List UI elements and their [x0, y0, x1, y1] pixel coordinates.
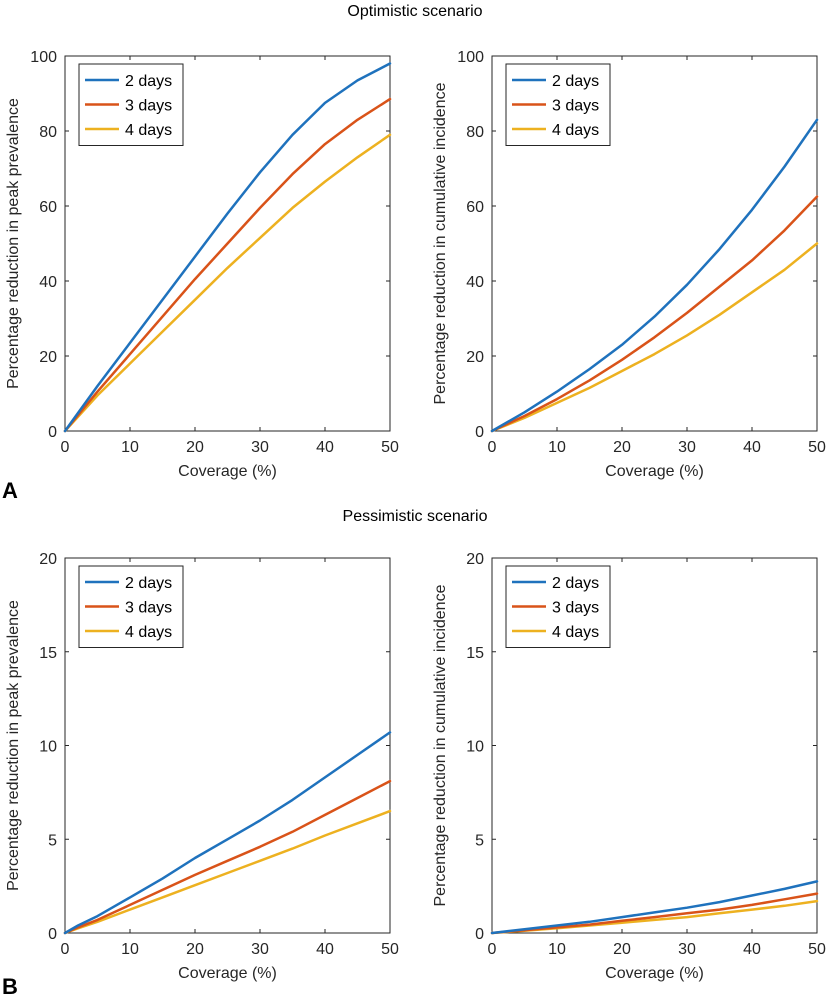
- y-axis-label: Percentage reduction in cumulative incid…: [432, 82, 449, 404]
- chart-3: 0 10 20 30 40 50 0 5 10 15 20 Coverage (%) Percentag…: [5, 551, 399, 982]
- legend: 2 days 3 days 4 days: [78, 63, 184, 146]
- legend-label-3-days: 3 days: [125, 600, 172, 617]
- bottom-scenario-title: Pessimistic scenario: [343, 508, 488, 525]
- y-tick-label: 20: [466, 349, 484, 366]
- top-scenario-title: Optimistic scenario: [347, 3, 482, 20]
- series-line-2-days: [490, 118, 819, 433]
- x-tick-label: 20: [186, 941, 204, 958]
- series-line-2-days: [63, 62, 392, 433]
- y-axis-label: Percentage reduction in peak prevalence: [5, 600, 22, 891]
- y-tick-label: 0: [475, 424, 484, 441]
- chart-4: 0 10 20 30 40 50 0 5 10 15 20 Coverage (%) Percentag…: [432, 551, 826, 982]
- panel-label-b: B: [2, 974, 18, 998]
- y-tick-label: 100: [457, 49, 484, 66]
- y-tick-label: 15: [39, 645, 57, 662]
- y-tick-label: 20: [39, 551, 57, 568]
- y-tick-label: 10: [466, 739, 484, 756]
- legend-label-4-days: 4 days: [125, 624, 172, 641]
- x-axis-label: Coverage (%): [605, 965, 704, 982]
- y-tick-label: 0: [48, 424, 57, 441]
- series-line-4-days: [63, 809, 392, 935]
- x-tick-label: 50: [381, 439, 399, 456]
- x-tick-label: 10: [548, 439, 566, 456]
- x-tick-label: 20: [613, 941, 631, 958]
- chart-2: 0 10 20 30 40 50 0 20 40 60 80 100 Coverage (%) Perce…: [432, 49, 826, 480]
- panel-label-a: A: [2, 478, 18, 503]
- y-tick-label: 40: [466, 274, 484, 291]
- legend-label-3-days: 3 days: [552, 98, 599, 115]
- legend: 2 days 3 days 4 days: [78, 565, 184, 648]
- x-tick-label: 40: [743, 941, 761, 958]
- x-axis-label: Coverage (%): [605, 463, 704, 480]
- x-tick-label: 30: [678, 439, 696, 456]
- x-tick-label: 0: [61, 941, 70, 958]
- y-tick-label: 100: [30, 49, 57, 66]
- y-tick-label: 60: [466, 199, 484, 216]
- x-tick-label: 10: [548, 941, 566, 958]
- x-tick-label: 40: [316, 941, 334, 958]
- x-axis-label: Coverage (%): [178, 463, 277, 480]
- y-tick-label: 5: [48, 832, 57, 849]
- series-line-3-days: [63, 779, 392, 935]
- series-line-4-days: [63, 133, 392, 433]
- x-tick-label: 10: [121, 439, 139, 456]
- x-tick-label: 40: [743, 439, 761, 456]
- y-tick-label: 80: [466, 124, 484, 141]
- x-tick-label: 30: [678, 941, 696, 958]
- x-tick-label: 0: [61, 439, 70, 456]
- y-tick-label: 20: [466, 551, 484, 568]
- legend-label-4-days: 4 days: [125, 122, 172, 139]
- legend-label-2-days: 2 days: [125, 73, 172, 90]
- chart-1: 0 10 20 30 40 50 0 20 40 60 80 100 Coverage (%) Perce…: [5, 49, 399, 480]
- x-tick-label: 50: [808, 941, 826, 958]
- y-tick-label: 15: [466, 645, 484, 662]
- y-axis-label: Percentage reduction in peak prevalence: [5, 98, 22, 389]
- legend-label-2-days: 2 days: [552, 575, 599, 592]
- x-tick-label: 0: [488, 941, 497, 958]
- y-tick-label: 0: [48, 926, 57, 943]
- y-tick-label: 0: [475, 926, 484, 943]
- legend-label-3-days: 3 days: [552, 600, 599, 617]
- legend-label-3-days: 3 days: [125, 98, 172, 115]
- x-axis-label: Coverage (%): [178, 965, 277, 982]
- x-tick-label: 0: [488, 439, 497, 456]
- x-tick-label: 10: [121, 941, 139, 958]
- x-tick-label: 20: [186, 439, 204, 456]
- y-tick-label: 20: [39, 349, 57, 366]
- y-axis-label: Percentage reduction in cumulative incid…: [432, 584, 449, 906]
- series-line-3-days: [63, 97, 392, 433]
- series-line-2-days: [490, 880, 819, 935]
- y-tick-label: 40: [39, 274, 57, 291]
- y-tick-label: 10: [39, 739, 57, 756]
- legend-label-4-days: 4 days: [552, 122, 599, 139]
- series-line-3-days: [490, 892, 819, 935]
- legend-label-2-days: 2 days: [552, 73, 599, 90]
- legend-label-2-days: 2 days: [125, 575, 172, 592]
- legend-label-4-days: 4 days: [552, 624, 599, 641]
- x-tick-label: 30: [251, 439, 269, 456]
- plot-frame: [64, 55, 391, 432]
- x-tick-label: 50: [381, 941, 399, 958]
- x-tick-label: 20: [613, 439, 631, 456]
- legend: 2 days 3 days 4 days: [505, 565, 611, 648]
- series-line-2-days: [63, 731, 392, 935]
- x-tick-label: 40: [316, 439, 334, 456]
- series-line-4-days: [490, 242, 819, 433]
- x-tick-label: 50: [808, 439, 826, 456]
- legend: 2 days 3 days 4 days: [505, 63, 611, 146]
- x-tick-label: 30: [251, 941, 269, 958]
- y-tick-label: 60: [39, 199, 57, 216]
- y-tick-label: 80: [39, 124, 57, 141]
- series-line-3-days: [490, 195, 819, 433]
- y-tick-label: 5: [475, 832, 484, 849]
